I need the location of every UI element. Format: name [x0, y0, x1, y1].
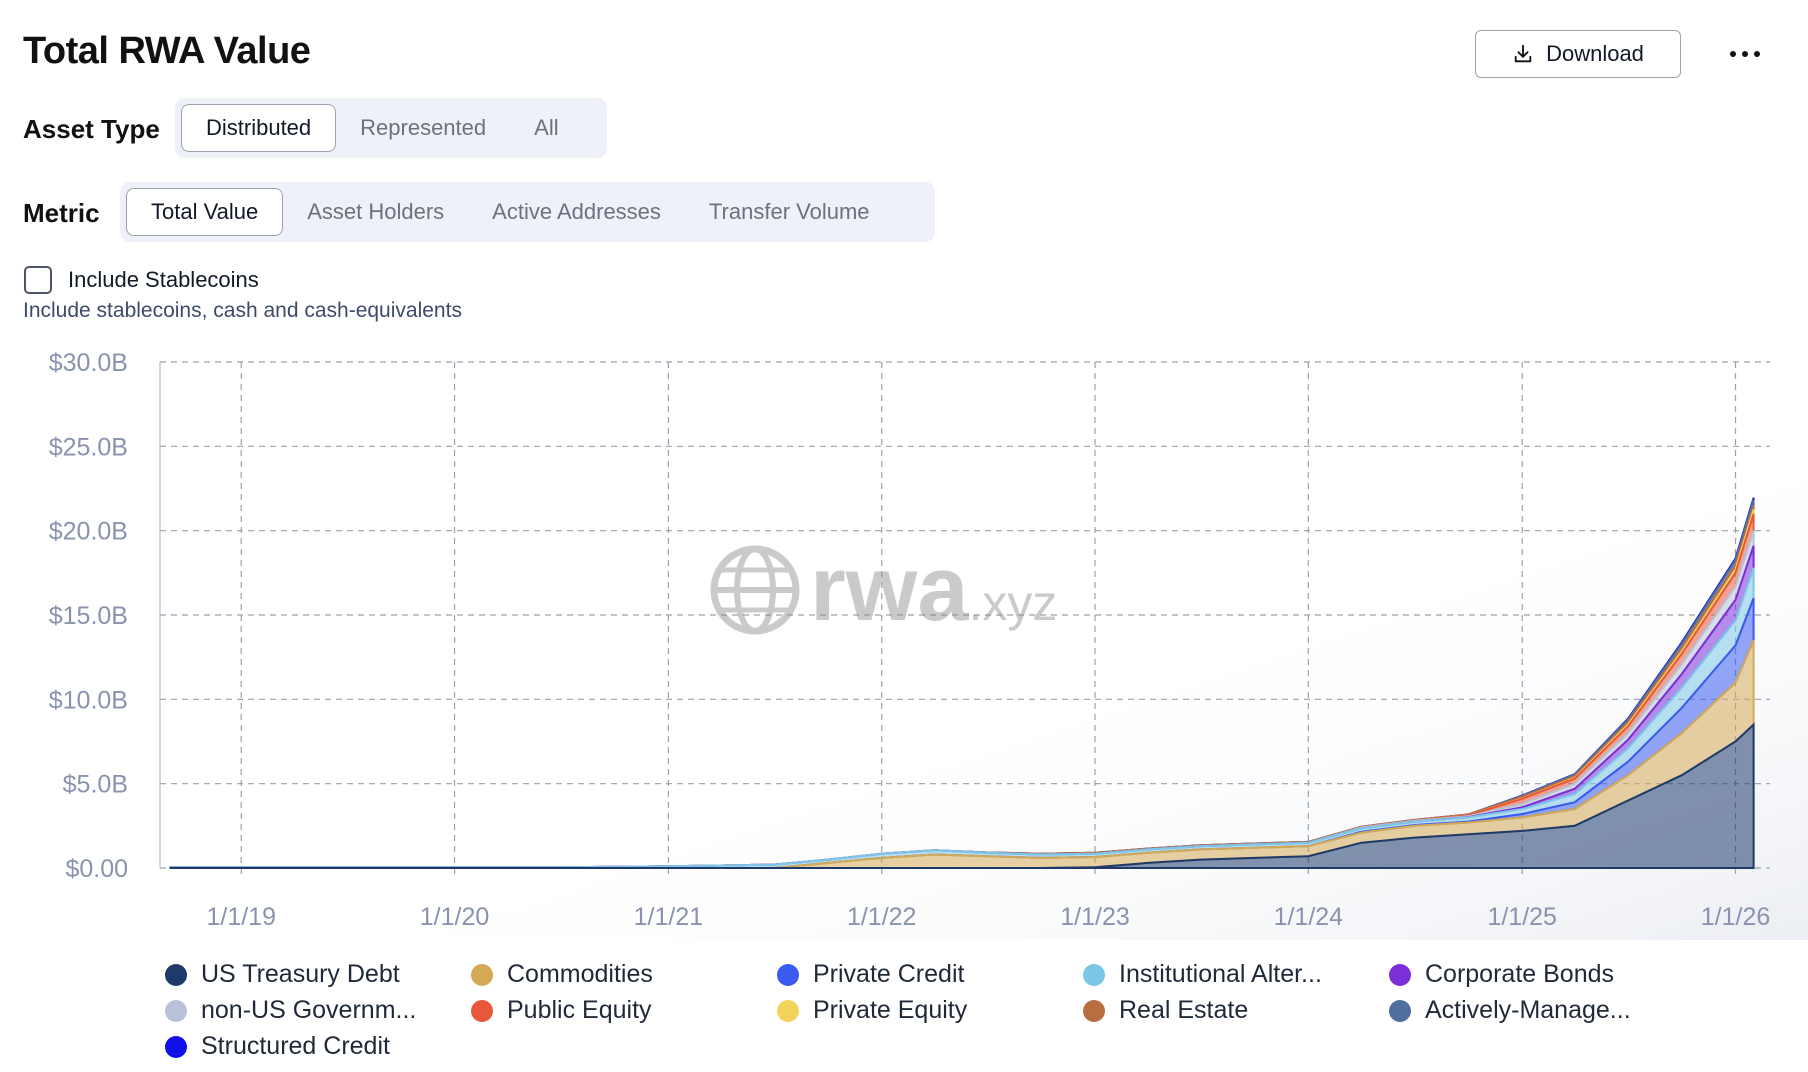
x-tick-label: 1/1/20 [420, 903, 490, 931]
y-tick-label: $5.0B [63, 771, 128, 799]
x-tick-label: 1/1/21 [634, 903, 704, 931]
asset-type-label: Asset Type [23, 114, 160, 144]
legend-item-us-treasury-debt[interactable]: US Treasury Debt [165, 960, 400, 989]
asset-type-option-distributed[interactable]: Distributed [181, 104, 337, 152]
legend-label: Actively-Manage... [1425, 996, 1631, 1024]
more-options-icon[interactable] [1720, 36, 1770, 72]
include-stablecoins-label: Include Stablecoins [68, 267, 259, 292]
include-stablecoins-checkbox[interactable] [24, 266, 52, 294]
legend-swatch [1083, 963, 1105, 986]
metric-label: Metric [23, 198, 100, 228]
metric-option-active-addresses[interactable]: Active Addresses [492, 199, 661, 224]
metric-toggle: Total Value Asset Holders Active Addresses… [120, 182, 935, 242]
y-tick-label: $20.0B [49, 518, 128, 546]
legend-item-actively-manage[interactable]: Actively-Manage... [1389, 996, 1631, 1025]
asset-type-toggle: Distributed Represented All [175, 98, 607, 158]
legend-swatch [777, 963, 799, 986]
legend-swatch [471, 963, 493, 986]
include-stablecoins-hint: Include stablecoins, cash and cash-equiv… [23, 299, 462, 322]
legend-label: non-US Governm... [201, 996, 417, 1024]
legend-item-commodities[interactable]: Commodities [471, 960, 653, 989]
legend-swatch [165, 999, 187, 1022]
legend-swatch [1389, 963, 1411, 986]
legend-label: Private Equity [813, 996, 968, 1024]
legend-swatch [165, 1035, 187, 1058]
globe-icon [710, 545, 800, 635]
legend-label: Institutional Alter... [1119, 960, 1322, 988]
metric-option-transfer-volume[interactable]: Transfer Volume [708, 199, 870, 224]
x-tick-label: 1/1/22 [847, 903, 917, 931]
y-tick-label: $0.00 [65, 855, 128, 883]
legend-item-public-equity[interactable]: Public Equity [471, 996, 652, 1025]
download-button[interactable]: Download [1475, 30, 1681, 78]
x-tick-label: 1/1/26 [1701, 903, 1771, 931]
legend-label: US Treasury Debt [201, 960, 400, 988]
legend-label: Structured Credit [201, 1032, 390, 1060]
rwa-watermark: rwa.xyz [710, 538, 1057, 640]
legend-label: Corporate Bonds [1425, 960, 1615, 988]
asset-type-option-all[interactable]: All [534, 115, 559, 140]
legend-item-real-estate[interactable]: Real Estate [1083, 996, 1248, 1025]
legend-swatch [777, 999, 799, 1022]
page-title: Total RWA Value [23, 30, 311, 72]
y-tick-label: $25.0B [49, 433, 128, 461]
legend-item-structured-credit[interactable]: Structured Credit [165, 1032, 390, 1061]
download-label: Download [1546, 41, 1644, 66]
x-tick-label: 1/1/25 [1487, 903, 1557, 931]
svg-text:rwa.xyz: rwa.xyz [810, 538, 1057, 640]
legend-swatch [1389, 999, 1411, 1022]
legend-item-non-us-governm[interactable]: non-US Governm... [165, 996, 416, 1025]
rwa-area-chart: rwa.xyz $0.00 $5.0B $10.0B $15.0B $20.0B $25.… [0, 340, 1808, 940]
legend-label: Commodities [507, 960, 653, 988]
x-tick-label: 1/1/19 [206, 903, 276, 931]
legend-item-private-equity[interactable]: Private Equity [777, 996, 967, 1025]
legend-swatch [1083, 999, 1105, 1022]
x-tick-label: 1/1/24 [1274, 903, 1344, 931]
legend-item-private-credit[interactable]: Private Credit [777, 960, 964, 989]
chart-legend: US Treasury Debt Commodities Private Credi… [165, 960, 1665, 1070]
y-tick-label: $15.0B [49, 602, 128, 630]
legend-label: Real Estate [1119, 996, 1249, 1024]
asset-type-option-represented[interactable]: Represented [360, 115, 487, 140]
legend-swatch [471, 999, 493, 1022]
metric-option-asset-holders[interactable]: Asset Holders [307, 199, 445, 224]
legend-label: Public Equity [507, 996, 652, 1024]
legend-label: Private Credit [813, 960, 965, 988]
legend-swatch [165, 963, 187, 986]
y-tick-label: $10.0B [49, 686, 128, 714]
legend-item-corporate-bonds[interactable]: Corporate Bonds [1389, 960, 1614, 989]
legend-item-institutional-alter[interactable]: Institutional Alter... [1083, 960, 1322, 989]
y-tick-label: $30.0B [49, 349, 128, 377]
area-us-treasury-debt [169, 722, 1755, 869]
x-tick-label: 1/1/23 [1060, 903, 1130, 931]
metric-option-total-value[interactable]: Total Value [126, 188, 284, 236]
download-icon [1514, 44, 1532, 63]
